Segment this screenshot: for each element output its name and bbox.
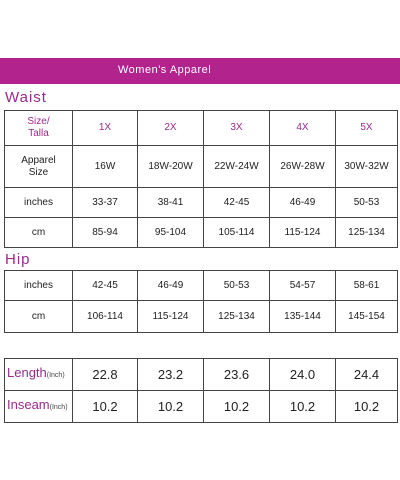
- cell: 16W: [72, 145, 138, 188]
- row: Length(Inch) 22.8 23.2 23.6 24.0 24.4: [4, 358, 398, 391]
- cell: 33-37: [72, 187, 138, 218]
- cell: 42-45: [72, 270, 138, 301]
- label-line: Size: [28, 166, 49, 178]
- banner: Women's Apparel: [0, 58, 400, 84]
- cell: 22W-24W: [203, 145, 270, 188]
- row-label: Length(Inch): [4, 358, 73, 391]
- cell: 10.2: [335, 390, 398, 423]
- cell: 10.2: [72, 390, 138, 423]
- row: inches 42-45 46-49 50-53 54-57 58-61: [4, 270, 398, 301]
- cell: 24.4: [335, 358, 398, 391]
- cell: 125-134: [335, 217, 398, 248]
- cell: 115-124: [269, 217, 336, 248]
- cell: 125-134: [203, 300, 270, 333]
- label-line: inches: [24, 279, 53, 291]
- row-label: inches: [4, 270, 73, 301]
- cell: 10.2: [203, 390, 270, 423]
- size-header: 1X: [72, 110, 138, 146]
- cell: 46-49: [137, 270, 204, 301]
- cell: 26W-28W: [269, 145, 336, 188]
- size-header: 2X: [137, 110, 204, 146]
- unit: (Inch): [46, 372, 65, 379]
- cell: 10.2: [269, 390, 336, 423]
- section-title: Hip: [5, 251, 31, 268]
- row-label: Inseam(Inch): [4, 390, 73, 423]
- row-label: cm: [4, 217, 73, 248]
- size-header: 4X: [269, 110, 336, 146]
- banner-title: Women's Apparel: [118, 64, 212, 76]
- row: cm 85-94 95-104 105-114 115-124 125-134: [4, 217, 398, 248]
- row-label: inches: [4, 187, 73, 218]
- size-header: 3X: [203, 110, 270, 146]
- cell: 23.6: [203, 358, 270, 391]
- row-label: cm: [4, 300, 73, 333]
- label-line: Talla: [28, 128, 49, 139]
- label: Inseam: [7, 397, 50, 412]
- label-line: cm: [31, 310, 46, 322]
- cell: 58-61: [335, 270, 398, 301]
- cell: 22.8: [72, 358, 138, 391]
- waist-table: Size/Talla 1X 2X 3X 4X 5X Apparel Size 16W 18W-20…: [4, 110, 398, 248]
- label-line: Size/: [27, 116, 50, 127]
- row: inches 33-37 38-41 42-45 46-49 50-53: [4, 187, 398, 218]
- section-title: Waist: [5, 89, 47, 106]
- cell: 30W-32W: [335, 145, 398, 188]
- cell: 105-114: [203, 217, 270, 248]
- label: Length: [7, 365, 47, 380]
- cell: 50-53: [335, 187, 398, 218]
- size-header: 5X: [335, 110, 398, 146]
- row: Inseam(Inch) 10.2 10.2 10.2 10.2 10.2: [4, 390, 398, 423]
- cell: 50-53: [203, 270, 270, 301]
- cell: 42-45: [203, 187, 270, 218]
- label-line: inches: [24, 196, 53, 208]
- hip-table: inches 42-45 46-49 50-53 54-57 58-61 cm 106-114…: [4, 270, 398, 333]
- cell: 106-114: [72, 300, 138, 333]
- cell: 24.0: [269, 358, 336, 391]
- measure-table: Length(Inch) 22.8 23.2 23.6 24.0 24.4 Inseam(I…: [4, 358, 398, 423]
- row: cm 106-114 115-124 125-134 135-144 145-154: [4, 300, 398, 333]
- unit: (Inch): [49, 404, 68, 411]
- cell: 95-104: [137, 217, 204, 248]
- row: Apparel Size 16W 18W-20W 22W-24W 26W-28W 30W-3…: [4, 145, 398, 188]
- header-row: Size/Talla 1X 2X 3X 4X 5X: [4, 110, 398, 146]
- cell: 85-94: [72, 217, 138, 248]
- cell: 23.2: [137, 358, 204, 391]
- row-label: Apparel Size: [4, 145, 73, 188]
- label-line: cm: [31, 226, 46, 238]
- label-line: Apparel: [21, 154, 56, 166]
- row-label: Size/Talla: [4, 110, 73, 146]
- cell: 46-49: [269, 187, 336, 218]
- cell: 18W-20W: [137, 145, 204, 188]
- cell: 38-41: [137, 187, 204, 218]
- cell: 135-144: [269, 300, 336, 333]
- cell: 145-154: [335, 300, 398, 333]
- cell: 54-57: [269, 270, 336, 301]
- cell: 10.2: [137, 390, 204, 423]
- cell: 115-124: [137, 300, 204, 333]
